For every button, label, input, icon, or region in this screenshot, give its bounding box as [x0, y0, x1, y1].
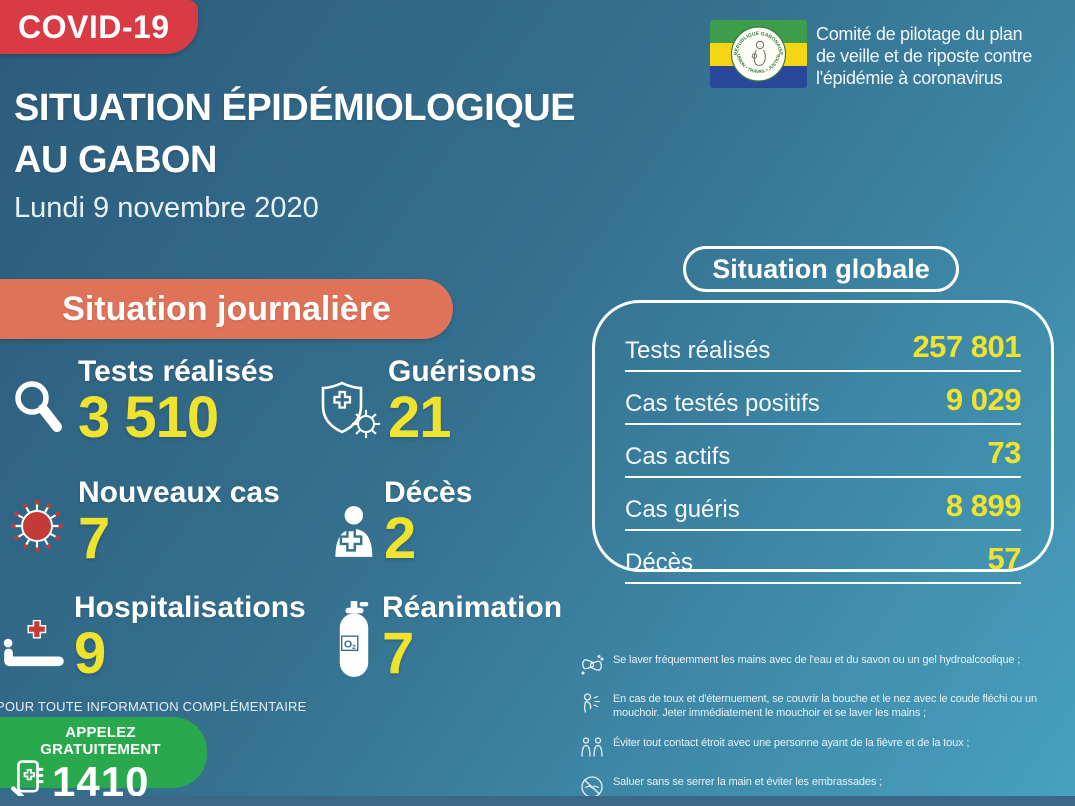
stat-value: 7 — [78, 506, 110, 571]
tip-text: Saluer sans se serrer la main et éviter … — [613, 775, 883, 788]
global-situation-banner: Situation globale — [683, 246, 959, 292]
hospital-bed-icon — [2, 619, 66, 673]
tip-text: Se laver fréquemment les mains avec de l… — [613, 654, 1021, 666]
hotline-call-label: APPELEZ GRATUITEMENT — [40, 724, 161, 758]
person-cross-icon — [328, 505, 376, 562]
hotline-badge: APPELEZ GRATUITEMENT 1410 — [0, 717, 207, 802]
page-title: SITUATION ÉPIDÉMIOLOGIQUE AU GABON Lundi… — [14, 82, 576, 225]
row-value: 257 801 — [912, 329, 1021, 364]
stat-value: 7 — [382, 621, 414, 686]
global-situation-table: Tests réalisés 257 801 Cas testés positi… — [592, 300, 1054, 584]
report-date: Lundi 9 novembre 2020 — [14, 192, 319, 224]
virus-icon — [8, 497, 66, 560]
prevention-tips-list: Se laver fréquemment les mains avec de l… — [580, 653, 1074, 806]
stat-value: 21 — [388, 385, 452, 450]
oxygen-tank-icon: O2 — [336, 600, 372, 683]
stat-label: Décès — [384, 476, 473, 509]
hotline-info-text: POUR TOUTE INFORMATION COMPLÉMENTAIRE — [0, 699, 307, 714]
stat-nouveaux-cas: Nouveaux cas 7 — [8, 477, 280, 570]
no-handshake-icon — [581, 775, 603, 798]
row-label: Cas actifs — [625, 443, 731, 470]
covid19-badge-label: COVID-19 — [18, 8, 170, 45]
stat-label: Hospitalisations — [74, 591, 306, 624]
daily-situation-title: Situation journalière — [62, 289, 391, 328]
stat-label: Réanimation — [382, 591, 563, 624]
covid19-badge: COVID-19 — [0, 0, 198, 54]
stat-tests-realises: Tests réalisés 3 510 — [12, 356, 274, 449]
table-row: Cas guéris 8 899 — [625, 478, 1022, 531]
row-label: Cas testés positifs — [625, 390, 820, 417]
committee-caption-line3: l'épidémie à coronavirus — [816, 68, 1003, 88]
stat-reanimation: O2 Réanimation 7 — [336, 592, 562, 685]
sneeze-icon — [583, 693, 601, 713]
list-item: Se laver fréquemment les mains avec de l… — [580, 653, 1074, 677]
stat-deces: Décès 2 — [328, 477, 472, 570]
global-situation-title: Situation globale — [712, 253, 930, 284]
row-value: 9 029 — [945, 382, 1022, 417]
stat-label: Tests réalisés — [78, 355, 275, 388]
row-value: 57 — [987, 541, 1022, 576]
stat-label: Nouveaux cas — [78, 476, 280, 509]
list-item: En cas de toux et d'éternuement, se couv… — [580, 692, 1074, 721]
svg-text:O2: O2 — [344, 639, 356, 650]
row-label: Décès — [625, 549, 694, 576]
row-label: Tests réalisés — [625, 337, 771, 364]
stat-value: 3 510 — [78, 385, 219, 450]
footer-bar — [0, 796, 1075, 806]
table-row: Cas testés positifs 9 029 — [625, 372, 1022, 425]
committee-caption: Comité de pilotage du plan de veille et … — [816, 20, 1032, 89]
list-item: Saluer sans se serrer la main et éviter … — [580, 775, 1074, 799]
table-row: Décès 57 — [625, 531, 1022, 584]
distancing-icon — [581, 736, 603, 757]
list-item: Éviter tout contact étroit avec une pers… — [580, 736, 1074, 760]
hotline-number: 1410 — [52, 757, 150, 805]
committee-caption-line2: de veille et de riposte contre — [816, 46, 1033, 66]
magnifier-icon — [12, 378, 66, 439]
committee-logo-block: RÉPUBLIQUE GABONAISE UNION • TRAVAIL • J… — [710, 20, 1032, 89]
table-row: Tests réalisés 257 801 — [625, 319, 1021, 372]
tip-text: Éviter tout contact étroit avec une pers… — [613, 736, 970, 749]
seal-figure-icon — [751, 40, 766, 66]
stat-value: 2 — [384, 506, 416, 571]
committee-caption-line1: Comité de pilotage du plan — [816, 24, 1023, 44]
gabon-flag-seal-icon: RÉPUBLIQUE GABONAISE UNION • TRAVAIL • J… — [710, 20, 807, 88]
title-line-1: SITUATION ÉPIDÉMIOLOGIQUE — [14, 87, 576, 129]
daily-situation-banner: Situation journalière — [0, 279, 453, 339]
stat-hospitalisations: Hospitalisations 9 — [2, 592, 306, 685]
stat-label: Guérisons — [388, 355, 537, 388]
row-value: 8 899 — [945, 488, 1022, 523]
stat-guerisons: Guérisons 21 — [318, 356, 536, 449]
hand-washing-icon — [581, 654, 604, 675]
tip-text: En cas de toux et d'éternuement, se couv… — [613, 693, 1037, 720]
stat-value: 9 — [74, 621, 106, 686]
shield-virus-icon — [318, 380, 382, 445]
table-row: Cas actifs 73 — [625, 425, 1022, 478]
row-value: 73 — [987, 435, 1022, 470]
row-label: Cas guéris — [625, 496, 740, 523]
title-line-2: AU GABON — [14, 139, 217, 181]
phone-hand-icon — [8, 759, 48, 804]
